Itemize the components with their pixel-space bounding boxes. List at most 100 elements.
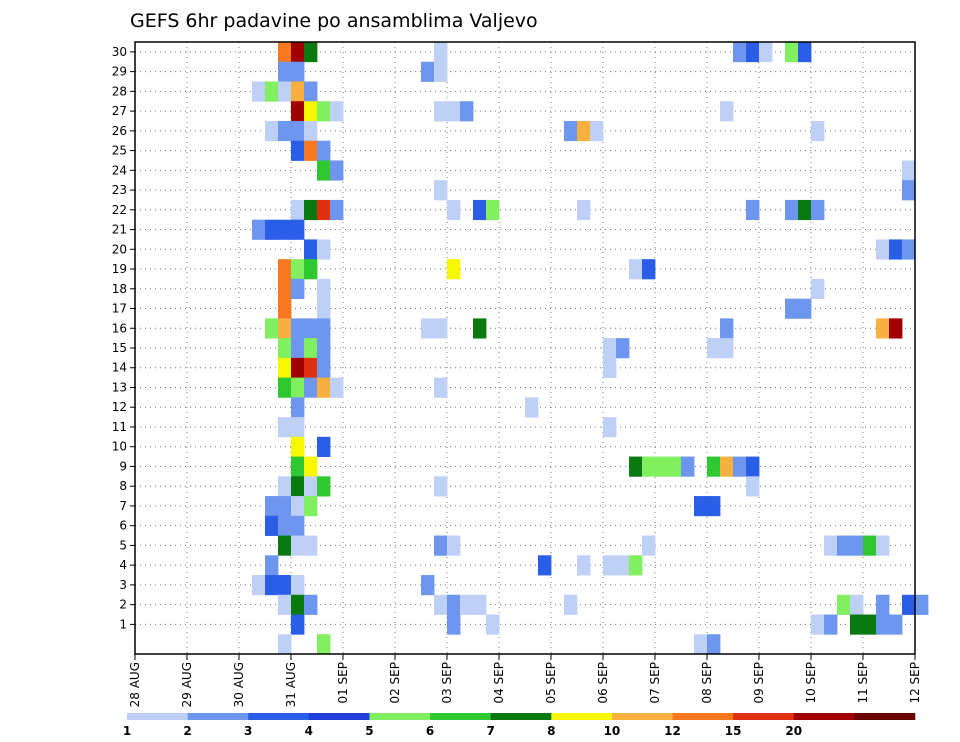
precip-cell xyxy=(278,298,292,319)
precip-cell xyxy=(304,318,318,339)
precip-cell xyxy=(902,594,916,615)
precip-cell xyxy=(590,120,604,142)
precip-cell xyxy=(798,199,812,221)
precip-cell xyxy=(759,42,773,63)
precip-cell xyxy=(278,515,292,536)
precip-cell xyxy=(291,219,305,240)
legend-swatch xyxy=(854,713,916,720)
precip-cell xyxy=(278,81,292,102)
precip-cell xyxy=(720,338,734,359)
x-tick-label: 12 SEP xyxy=(908,662,922,704)
precip-cell xyxy=(291,594,305,615)
y-tick-label: 12 xyxy=(112,400,127,414)
precip-cell xyxy=(642,259,656,280)
y-tick-label: 9 xyxy=(119,459,127,473)
precip-cell xyxy=(304,101,318,122)
precip-cell xyxy=(278,219,292,240)
precip-cell xyxy=(629,259,643,280)
precip-cell xyxy=(317,101,331,122)
legend-swatch xyxy=(551,713,613,720)
precip-cell xyxy=(473,594,487,615)
precip-cell xyxy=(746,199,760,221)
grid-layer xyxy=(135,42,915,654)
x-tick-label: 11 SEP xyxy=(856,662,870,704)
precip-cell xyxy=(278,259,292,280)
precip-cell xyxy=(876,239,890,260)
y-tick-label: 4 xyxy=(119,558,127,572)
precip-cell xyxy=(577,555,591,576)
precip-cell xyxy=(785,199,799,221)
color-legend: 1 2 3 4 5 6 7 8 10 12 15 20 xyxy=(123,713,916,738)
legend-swatch xyxy=(369,713,431,720)
precip-cell xyxy=(278,338,292,359)
precip-cell xyxy=(291,496,305,517)
precip-cell xyxy=(330,377,344,398)
precip-cell xyxy=(304,338,318,359)
precip-cell xyxy=(538,555,552,576)
precip-cell xyxy=(447,535,461,556)
precip-cell xyxy=(447,259,461,280)
x-tick-label: 30 AUG xyxy=(232,662,246,707)
legend-swatch xyxy=(490,713,552,720)
legend-swatch xyxy=(672,713,734,720)
y-tick-label: 30 xyxy=(112,45,127,59)
precip-cell xyxy=(278,417,292,438)
precip-cell xyxy=(603,357,617,379)
legend-label: 15 xyxy=(725,724,742,738)
legend-label: 10 xyxy=(604,724,621,738)
precip-cell xyxy=(447,101,461,122)
x-tick-label: 09 SEP xyxy=(752,662,766,704)
precip-cell xyxy=(265,555,279,576)
precip-cell xyxy=(304,476,318,497)
precip-cell xyxy=(746,42,760,63)
precip-cell xyxy=(291,357,305,379)
precip-cell xyxy=(603,338,617,359)
precip-cell xyxy=(876,614,890,635)
precip-cell xyxy=(811,278,825,300)
precip-cell xyxy=(460,101,474,122)
precip-cell xyxy=(304,357,318,379)
precip-cell xyxy=(278,476,292,497)
precip-cell xyxy=(564,120,578,142)
precip-cell xyxy=(291,199,305,221)
precip-cell xyxy=(746,456,760,477)
y-tick-label: 18 xyxy=(112,282,127,296)
y-tick-label: 19 xyxy=(112,262,127,276)
precip-cell xyxy=(291,120,305,142)
precip-cell xyxy=(317,278,331,300)
precip-cell xyxy=(278,535,292,556)
precip-cell xyxy=(629,456,643,477)
precip-cell xyxy=(564,594,578,615)
legend-label: 5 xyxy=(365,724,373,738)
precip-cell xyxy=(889,614,903,635)
precip-cell xyxy=(434,377,448,398)
precip-cell xyxy=(915,594,929,615)
precip-cell xyxy=(434,318,448,339)
precip-cell xyxy=(616,338,630,359)
precip-cell xyxy=(460,594,474,615)
precip-cell xyxy=(850,614,864,635)
precip-cell xyxy=(317,338,331,359)
precip-cell xyxy=(291,397,305,418)
precip-cell xyxy=(863,535,877,556)
precip-cell xyxy=(876,318,890,339)
precip-cell xyxy=(304,377,318,398)
precip-cell xyxy=(291,338,305,359)
precip-cell xyxy=(577,199,591,221)
precip-cell xyxy=(642,456,656,477)
precip-cell xyxy=(278,318,292,339)
precip-cell xyxy=(265,81,279,102)
precip-cell xyxy=(681,456,695,477)
precip-cell xyxy=(720,101,734,122)
x-tick-label: 04 SEP xyxy=(492,662,506,704)
precip-cell xyxy=(304,259,318,280)
precip-cell xyxy=(447,199,461,221)
precip-cell xyxy=(434,180,448,201)
precip-cell xyxy=(473,318,487,339)
y-tick-label: 22 xyxy=(112,203,127,217)
precip-cell xyxy=(603,417,617,438)
precip-cell xyxy=(304,594,318,615)
precip-cell xyxy=(265,318,279,339)
precip-cell xyxy=(317,476,331,497)
precip-cell xyxy=(317,239,331,260)
